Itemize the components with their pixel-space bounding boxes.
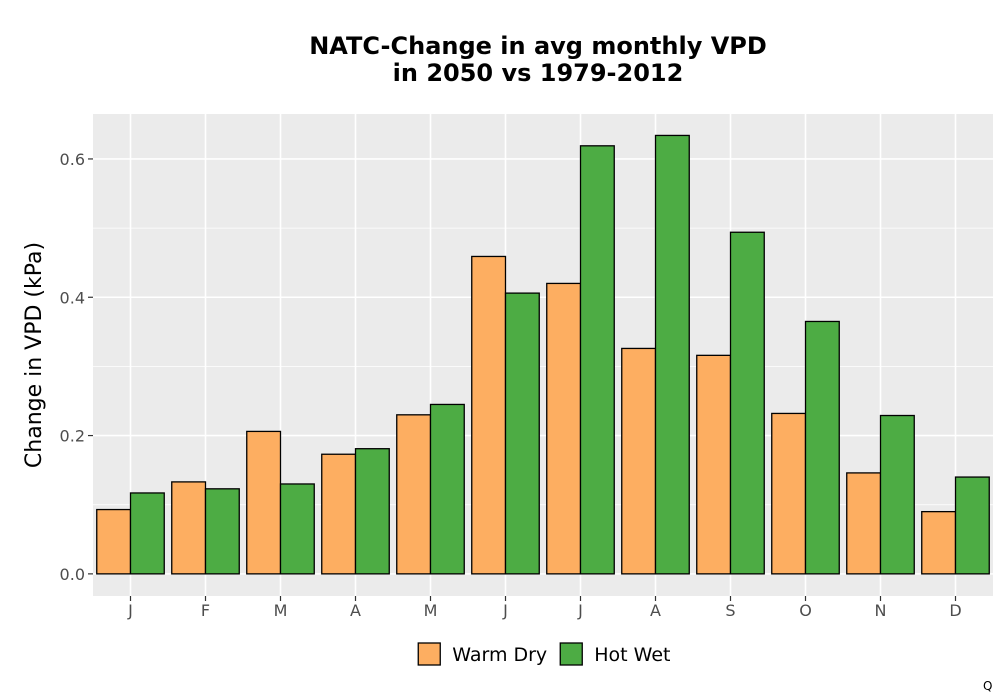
bar-warm-dry-11 [921, 510, 957, 575]
bar-hot-wet-2 [279, 483, 315, 575]
y-axis: 0.0 0.2 0.4 0.6 [60, 150, 93, 584]
bar-warm-dry-2 [246, 430, 282, 575]
bar-warm-dry-6 [546, 282, 582, 575]
x-tick-label-7: A [650, 601, 661, 620]
x-tick-label-4: M [424, 601, 438, 620]
legend-key-warm-dry [417, 642, 441, 666]
plot-panel [93, 114, 993, 596]
bar-hot-wet-5 [504, 292, 540, 575]
bar-warm-dry-8 [696, 354, 732, 575]
bar-hot-wet-1 [204, 488, 240, 575]
bar-hot-wet-9 [804, 320, 840, 575]
legend-label-warm-dry: Warm Dry [452, 644, 547, 666]
x-tick-label-2: M [274, 601, 288, 620]
x-tick-label-0: J [127, 601, 133, 620]
y-tick-label-2: 0.4 [60, 288, 85, 307]
bar-warm-dry-4 [396, 414, 432, 575]
bar-hot-wet-7 [654, 134, 690, 575]
bar-warm-dry-7 [621, 347, 657, 575]
y-axis-title: Change in VPD (kPa) [22, 242, 47, 468]
x-tick-label-10: N [875, 601, 887, 620]
bar-hot-wet-3 [354, 448, 390, 575]
bar-hot-wet-8 [729, 231, 765, 575]
chart-title-line2: in 2050 vs 1979-2012 [393, 59, 684, 87]
x-tick-label-9: O [799, 601, 812, 620]
x-tick-label-11: D [949, 601, 961, 620]
bar-warm-dry-0 [96, 508, 132, 575]
bar-hot-wet-10 [879, 414, 915, 575]
bar-warm-dry-9 [771, 412, 807, 575]
x-tick-label-5: J [502, 601, 508, 620]
bar-warm-dry-10 [846, 472, 882, 575]
bar-hot-wet-0 [129, 492, 165, 575]
x-tick-label-3: A [350, 601, 361, 620]
minor-gridlines [93, 227, 993, 506]
x-tick-label-8: S [725, 601, 735, 620]
x-tick-label-1: F [201, 601, 210, 620]
y-tick-label-1: 0.2 [60, 427, 85, 446]
bar-hot-wet-11 [954, 476, 990, 575]
y-tick-label-0: 0.0 [60, 565, 85, 584]
legend: Warm Dry Hot Wet [417, 642, 670, 666]
y-tick-label-3: 0.6 [60, 150, 85, 169]
bar-warm-dry-1 [171, 481, 207, 575]
x-tick-label-6: J [577, 601, 583, 620]
bar-hot-wet-4 [429, 403, 465, 575]
corner-mark: Q [983, 679, 992, 693]
bar-warm-dry-3 [321, 453, 357, 575]
legend-key-hot-wet [559, 642, 583, 666]
bar-hot-wet-6 [579, 145, 615, 575]
bars [96, 134, 990, 575]
legend-label-hot-wet: Hot Wet [594, 644, 670, 666]
bar-warm-dry-5 [471, 255, 507, 575]
chart-title-line1: NATC-Change in avg monthly VPD [309, 32, 767, 60]
